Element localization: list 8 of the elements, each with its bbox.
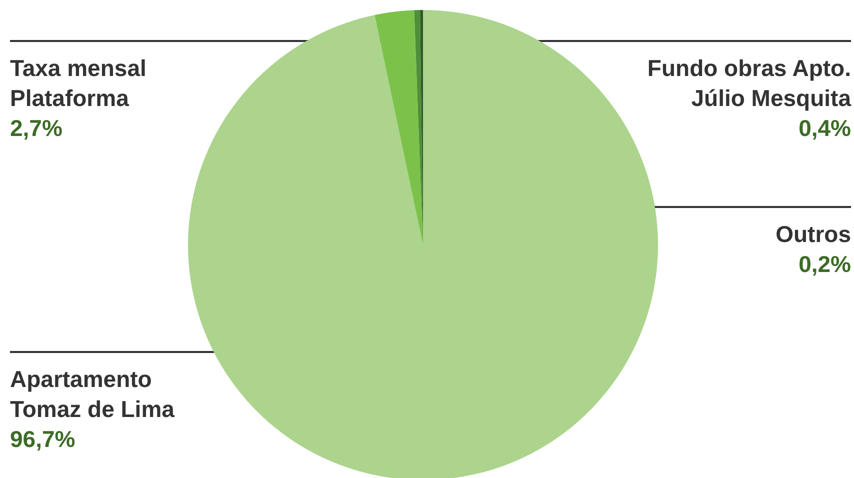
slice-label: Fundo obras Apto. Júlio Mesquita xyxy=(647,55,852,111)
slice-label: Taxa mensal Plataforma xyxy=(10,55,146,111)
data-label: 2,7% xyxy=(10,115,62,141)
data-label: 96,7% xyxy=(10,426,76,452)
data-label: 0,2% xyxy=(798,251,851,277)
slice-label: Apartamento Tomaz de Lima xyxy=(10,366,175,422)
data-label: 0,4% xyxy=(798,115,851,141)
slice-label: Outros xyxy=(776,221,851,247)
